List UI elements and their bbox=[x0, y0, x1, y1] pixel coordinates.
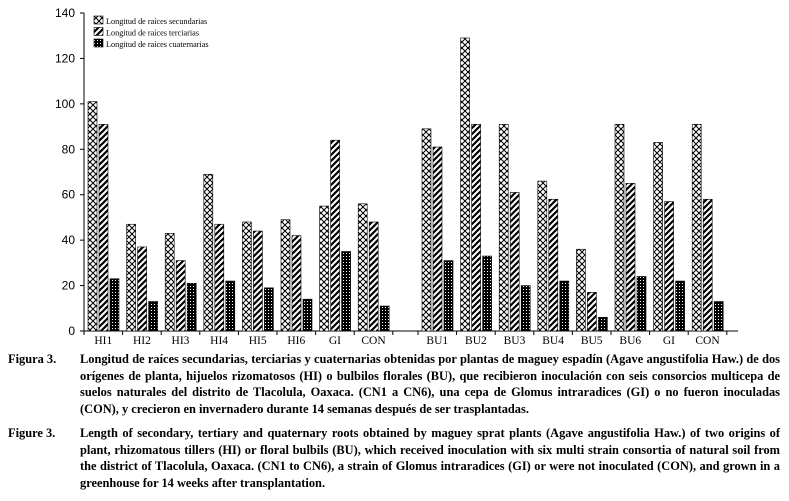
y-tick-label: 20 bbox=[62, 279, 76, 293]
y-tick-label: 100 bbox=[55, 97, 75, 111]
x-tick-label: CON bbox=[361, 335, 386, 347]
bar-bu1-s3 bbox=[443, 260, 454, 332]
caption-text: Longitud de raíces secundarias, terciari… bbox=[80, 352, 780, 416]
bar-hi2-s2 bbox=[137, 246, 147, 332]
legend-swatch bbox=[93, 15, 104, 25]
y-tick-label: 140 bbox=[55, 6, 75, 20]
x-tick-label: HI5 bbox=[249, 335, 267, 347]
bar-bu1-s2 bbox=[432, 146, 443, 332]
bar-hi3-s3 bbox=[186, 282, 197, 332]
x-tick-label: HI3 bbox=[172, 335, 190, 347]
bar-hi6-s2 bbox=[291, 235, 302, 332]
bar-gi-s2 bbox=[664, 201, 674, 332]
x-tick-label: GI bbox=[663, 335, 675, 347]
bar-gi-s1 bbox=[653, 142, 663, 332]
legend-label: Longitud de raíces cuaternarias bbox=[106, 40, 209, 49]
bar-hi4-s1 bbox=[203, 173, 214, 332]
x-tick-label: BU6 bbox=[619, 335, 641, 347]
legend-label: Longitud de raíces terciarias bbox=[106, 29, 199, 38]
x-tick-label: BU1 bbox=[426, 335, 448, 347]
bar-hi6-s1 bbox=[280, 219, 291, 332]
bar-bu6-s1 bbox=[614, 124, 625, 332]
bars bbox=[87, 37, 724, 332]
bar-con-s3 bbox=[713, 301, 724, 332]
bar-bu1-s1 bbox=[421, 128, 432, 332]
bar-hi3-s1 bbox=[164, 233, 175, 332]
bar-bu4-s1 bbox=[537, 180, 548, 332]
x-tick-label: HI6 bbox=[287, 335, 305, 347]
bar-con-s1 bbox=[357, 203, 368, 332]
bar-bu5-s3 bbox=[598, 317, 608, 332]
bar-hi5-s3 bbox=[264, 287, 274, 332]
x-tick-label: BU2 bbox=[465, 335, 487, 347]
x-tick-label: HI2 bbox=[133, 335, 151, 347]
bar-hi1-s1 bbox=[87, 101, 98, 332]
bar-hi2-s1 bbox=[126, 223, 136, 332]
x-tick-labels: HI1 HI2 HI3 HI4 HI5 HI6 GI CON BU1 BU2 BU3 BU4 BU5 BU… bbox=[94, 335, 720, 347]
bar-con-s2 bbox=[368, 221, 379, 332]
bar-con-s3 bbox=[379, 305, 390, 332]
x-tick-label: BU3 bbox=[504, 335, 526, 347]
bar-bu2-s3 bbox=[482, 255, 492, 332]
bar-hi1-s2 bbox=[98, 124, 109, 332]
x-tick-label: HI1 bbox=[94, 335, 112, 347]
bar-bu4-s3 bbox=[559, 280, 570, 332]
bar-hi5-s2 bbox=[253, 230, 263, 332]
bar-hi6-s3 bbox=[302, 298, 313, 332]
y-tick-label: 40 bbox=[62, 233, 76, 247]
x-tick-label: CON bbox=[695, 335, 720, 347]
caption-label: Figura 3. bbox=[8, 352, 57, 366]
x-tick-label: BU5 bbox=[581, 335, 603, 347]
bar-bu6-s3 bbox=[636, 276, 647, 332]
bar-bu3-s3 bbox=[520, 285, 531, 332]
bar-gi-s3 bbox=[675, 280, 685, 332]
bar-bu6-s2 bbox=[625, 183, 636, 332]
bar-bu4-s2 bbox=[548, 198, 559, 332]
legend: Longitud de raíces secundarias Longitud d… bbox=[91, 14, 225, 50]
y-tick-label: 120 bbox=[55, 51, 75, 65]
x-tick-label: BU4 bbox=[542, 335, 564, 347]
bar-hi3-s2 bbox=[175, 260, 186, 332]
bar-bu5-s1 bbox=[576, 248, 586, 332]
figure-caption-spanish: Figura 3. Longitud de raíces secundarias,… bbox=[8, 351, 783, 417]
bar-hi2-s3 bbox=[148, 301, 158, 332]
bar-gi-s3 bbox=[341, 251, 351, 332]
bar-con-s1 bbox=[691, 124, 702, 332]
bar-hi4-s3 bbox=[225, 280, 236, 332]
axes: 0 20 40 60 80 100 120 140 bbox=[55, 6, 738, 338]
y-tick-label: 80 bbox=[62, 142, 76, 156]
bar-gi-s1 bbox=[319, 205, 329, 332]
caption-label: Figure 3. bbox=[8, 426, 56, 440]
bar-chart: 0 20 40 60 80 100 120 140 HI1 HI2 HI3 HI4 HI5 HI6 GI C… bbox=[55, 6, 738, 347]
x-tick-label: GI bbox=[329, 335, 341, 347]
caption-text: Length of secondary, tertiary and quater… bbox=[80, 426, 780, 490]
bar-gi-s2 bbox=[330, 139, 340, 332]
y-tick-label: 60 bbox=[62, 188, 76, 202]
bar-con-s2 bbox=[702, 198, 713, 332]
bar-bu3-s1 bbox=[498, 124, 509, 332]
legend-label: Longitud de raíces secundarias bbox=[106, 17, 207, 26]
bar-bu5-s2 bbox=[587, 292, 597, 332]
bar-hi4-s2 bbox=[214, 223, 225, 332]
x-tick-label: HI4 bbox=[210, 335, 228, 347]
legend-swatch bbox=[93, 27, 104, 36]
legend-swatch bbox=[93, 38, 104, 48]
bar-hi5-s1 bbox=[242, 221, 252, 332]
bar-bu3-s2 bbox=[509, 192, 520, 332]
legend-box bbox=[91, 14, 225, 50]
bar-bu2-s1 bbox=[460, 37, 470, 332]
bar-bu2-s2 bbox=[471, 124, 481, 332]
bar-hi1-s3 bbox=[109, 278, 120, 332]
figure-caption-english: Figure 3. Length of secondary, tertiary a… bbox=[8, 425, 783, 491]
y-tick-label: 0 bbox=[68, 324, 75, 338]
